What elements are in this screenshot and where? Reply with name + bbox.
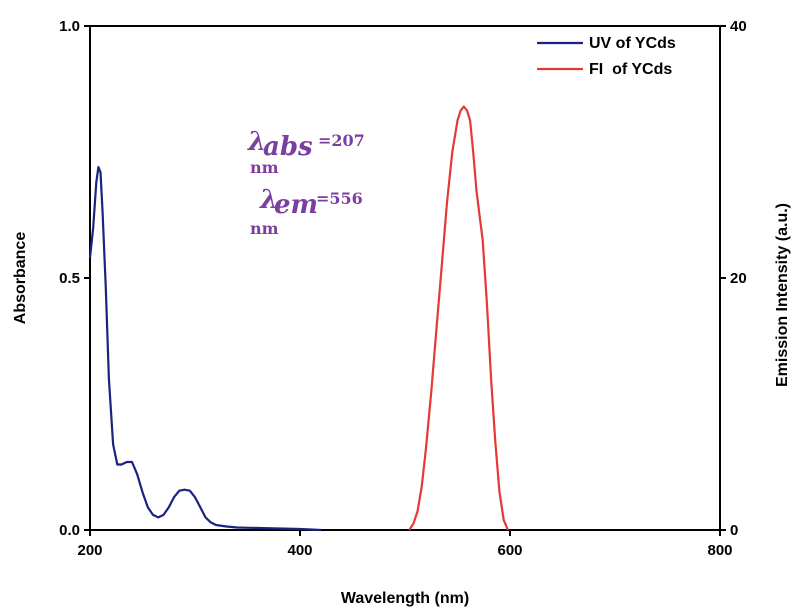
y-right-tick-label: 0 bbox=[730, 522, 738, 539]
legend: UV of YCds FI of YCds bbox=[537, 35, 676, 78]
annotation-em-value: =556 bbox=[316, 189, 363, 208]
x-tick-label: 600 bbox=[497, 542, 522, 559]
legend-label-fl: FI of YCds bbox=[589, 61, 672, 78]
annotation-em-unit: nm bbox=[250, 219, 279, 238]
y-left-tick-label: 0.5 bbox=[59, 270, 80, 287]
annotation-abs-subscript: abs bbox=[263, 132, 313, 162]
y-axis-left-label: Absorbance bbox=[12, 232, 29, 325]
series-line-uv bbox=[88, 166, 322, 532]
annotation-abs-value: =207 bbox=[318, 131, 365, 150]
x-tick-label: 800 bbox=[707, 542, 732, 559]
annotation-em-subscript: em bbox=[274, 190, 318, 220]
x-tick-label: 400 bbox=[287, 542, 312, 559]
y-right-tick-label: 20 bbox=[730, 270, 747, 287]
y-right-tick-label: 40 bbox=[730, 18, 747, 35]
y-left-tick-label: 1.0 bbox=[59, 18, 80, 35]
annotation-abs: λ abs =207 nm bbox=[247, 127, 365, 177]
y-axis-right-label: Emission Intensity (a.u.) bbox=[774, 203, 791, 387]
annotation-em-symbol: λ bbox=[259, 185, 278, 215]
x-tick-label: 200 bbox=[77, 542, 102, 559]
plot-frame bbox=[89, 25, 721, 531]
legend-label-uv: UV of YCds bbox=[589, 35, 676, 52]
series-layer bbox=[88, 105, 509, 532]
y-left-tick-label: 0.0 bbox=[59, 522, 80, 539]
annotation-abs-symbol: λ bbox=[247, 127, 266, 157]
annotation-abs-unit: nm bbox=[250, 158, 279, 177]
axis-ticks: 200 400 600 800 0.0 0.5 1.0 0 20 40 bbox=[59, 18, 747, 559]
annotation-em: λ em =556 nm bbox=[250, 185, 363, 238]
series-line-fl bbox=[408, 105, 509, 531]
x-axis-label: Wavelength (nm) bbox=[341, 590, 469, 607]
